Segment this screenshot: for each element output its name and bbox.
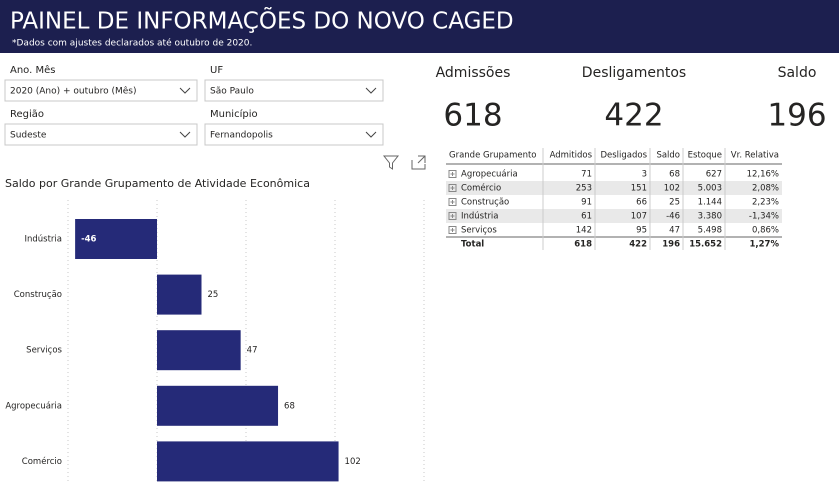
expand-icon[interactable] bbox=[448, 198, 457, 206]
table-cell: 253 bbox=[576, 184, 592, 194]
table-header: Estoque bbox=[688, 151, 722, 161]
bar bbox=[75, 219, 157, 259]
table-cell: 5.003 bbox=[698, 184, 722, 194]
table-cell: 66 bbox=[636, 198, 647, 208]
table-cell: 2,08% bbox=[752, 184, 779, 194]
table-cell: 61 bbox=[581, 212, 592, 222]
expand-icon[interactable] bbox=[448, 170, 457, 178]
filter-label: Ano. Mês bbox=[10, 64, 55, 76]
y-tick-label: Indústria bbox=[24, 235, 62, 245]
dropdown-value: 2020 (Ano) + outubro (Mês) bbox=[10, 86, 136, 97]
bar bbox=[157, 274, 202, 315]
table-cell: 12,16% bbox=[747, 170, 779, 180]
table-cell: Serviços bbox=[461, 226, 497, 236]
table-cell: Construção bbox=[461, 198, 509, 208]
table-total: 422 bbox=[629, 240, 647, 250]
expand-plus bbox=[450, 172, 455, 176]
table-cell: 25 bbox=[669, 198, 680, 208]
data-label: 68 bbox=[284, 401, 295, 411]
y-tick-label: Agropecuária bbox=[5, 401, 62, 411]
chart-title: Saldo por Grande Grupamento de Atividade… bbox=[5, 177, 310, 190]
dropdown-value: Fernandopolis bbox=[210, 131, 273, 141]
table-cell: -46 bbox=[666, 212, 680, 222]
kpi-label: Saldo bbox=[778, 65, 817, 81]
kpi-value: 196 bbox=[767, 98, 826, 134]
dropdown-value: Sudeste bbox=[10, 131, 47, 141]
row-band bbox=[446, 209, 782, 223]
table-cell: Indústria bbox=[461, 212, 499, 222]
dropdown-chevron bbox=[179, 87, 191, 94]
dropdown[interactable] bbox=[4, 79, 198, 102]
bar bbox=[157, 330, 241, 371]
expand-plus bbox=[450, 186, 455, 190]
table-cell: 627 bbox=[706, 170, 722, 180]
kpi-value: 422 bbox=[604, 98, 663, 134]
expand-plus bbox=[450, 228, 455, 232]
bar bbox=[157, 385, 279, 426]
data-label: 25 bbox=[208, 290, 219, 300]
table-header: Vr. Relativa bbox=[731, 151, 779, 161]
data-label: -46 bbox=[81, 235, 96, 245]
table-cell: 102 bbox=[664, 184, 680, 194]
table-cell: 68 bbox=[669, 170, 680, 180]
expand-plus bbox=[450, 200, 455, 204]
table-cell: 5.498 bbox=[698, 226, 722, 236]
table-cell: 151 bbox=[631, 184, 647, 194]
dropdown[interactable] bbox=[4, 123, 198, 146]
data-label: 47 bbox=[247, 346, 258, 356]
table-total: 15.652 bbox=[689, 240, 722, 250]
page-title: PAINEL DE INFORMAÇÕES DO NOVO CAGED bbox=[10, 6, 514, 35]
dropdown[interactable] bbox=[204, 79, 384, 102]
table-cell: -1,34% bbox=[749, 212, 779, 222]
y-tick-label: Comércio bbox=[22, 456, 62, 467]
dropdown-chevron bbox=[365, 131, 377, 138]
table-cell: Agropecuária bbox=[461, 170, 518, 180]
table-total: Total bbox=[461, 240, 484, 250]
table-cell: 107 bbox=[631, 212, 647, 222]
page-subtitle: *Dados com ajustes declarados até outubr… bbox=[12, 38, 252, 49]
expand-icon[interactable] bbox=[448, 212, 457, 220]
expand-icon[interactable] bbox=[448, 226, 457, 234]
table-cell: 1.144 bbox=[698, 198, 722, 208]
filter-label: Município bbox=[210, 108, 258, 120]
table-cell: 91 bbox=[581, 198, 592, 208]
table-header: Grande Grupamento bbox=[449, 151, 537, 161]
filter-label: Região bbox=[10, 109, 44, 120]
header-bar bbox=[0, 0, 839, 53]
y-tick-label: Serviços bbox=[26, 346, 62, 356]
table-cell: 2,23% bbox=[752, 198, 779, 208]
focus-icon[interactable] bbox=[411, 155, 426, 170]
table-total: 1,27% bbox=[750, 240, 780, 250]
table-cell: 95 bbox=[636, 226, 647, 236]
dropdown-chevron bbox=[365, 87, 377, 94]
table-header: Desligados bbox=[600, 151, 647, 161]
bar bbox=[157, 441, 339, 482]
data-label: 102 bbox=[345, 457, 361, 467]
table-total: 618 bbox=[574, 240, 592, 250]
table-cell: 71 bbox=[581, 170, 592, 180]
kpi-value: 618 bbox=[443, 98, 502, 134]
table-header: Admitidos bbox=[550, 151, 593, 161]
dropdown-chevron bbox=[179, 131, 191, 138]
table-cell: 142 bbox=[576, 226, 592, 236]
dropdown-value: São Paulo bbox=[210, 87, 254, 97]
row-band bbox=[446, 181, 782, 195]
y-tick-label: Construção bbox=[14, 290, 62, 300]
table-cell: 0,86% bbox=[752, 226, 779, 236]
expand-plus bbox=[450, 214, 455, 218]
table-total: 196 bbox=[662, 240, 680, 250]
filter-icon[interactable] bbox=[382, 155, 400, 170]
table-cell: Comércio bbox=[461, 183, 501, 194]
dropdown[interactable] bbox=[204, 123, 384, 146]
kpi-label: Admissões bbox=[436, 65, 511, 81]
table-cell: 47 bbox=[669, 226, 680, 236]
kpi-label: Desligamentos bbox=[582, 65, 686, 81]
filter-label: UF bbox=[210, 65, 223, 76]
table-cell: 3 bbox=[642, 170, 647, 180]
expand-icon[interactable] bbox=[448, 184, 457, 192]
table-cell: 3.380 bbox=[698, 212, 722, 222]
table-header: Saldo bbox=[656, 151, 680, 161]
